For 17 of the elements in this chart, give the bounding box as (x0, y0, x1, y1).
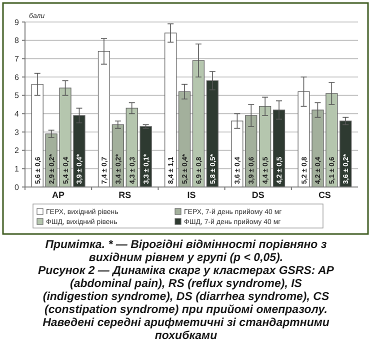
y-tick-label: 1 (14, 164, 20, 174)
x-tick-label: RS (118, 190, 132, 200)
y-tick-label: 6 (14, 72, 20, 82)
x-tick-label: IS (187, 190, 196, 200)
text: Примітка. * — Вірогідні відмінності порівняно з вихідним рівнем у групі (p < 0,05). (45, 239, 327, 264)
x-tick-label: CS (318, 190, 331, 200)
text: Рисунок 2 — Динаміка скарг у кластерах GSRS: AP (abdominal pain), RS (reflux syndrome), IS (indigestion syndrome), DS (diarrhea syndrome), CS (constipation syndrome) при прийомі омепразолу. Наведені середні арифметичні зі стандартними похибками (38, 265, 334, 341)
y-tick-label: 0 (14, 182, 20, 192)
y-tick-label: 8 (14, 36, 20, 46)
y-tick-label: 4 (14, 109, 20, 118)
y-tick-label: 7 (14, 54, 20, 64)
x-tick-label: AP (52, 190, 65, 200)
y-tick-label: 3 (14, 128, 20, 137)
x-tick-label: DS (252, 190, 264, 200)
y-tick-label: 9 (14, 18, 20, 27)
y-tick-label: 5 (14, 91, 20, 100)
y-tick-label: 2 (14, 146, 20, 156)
